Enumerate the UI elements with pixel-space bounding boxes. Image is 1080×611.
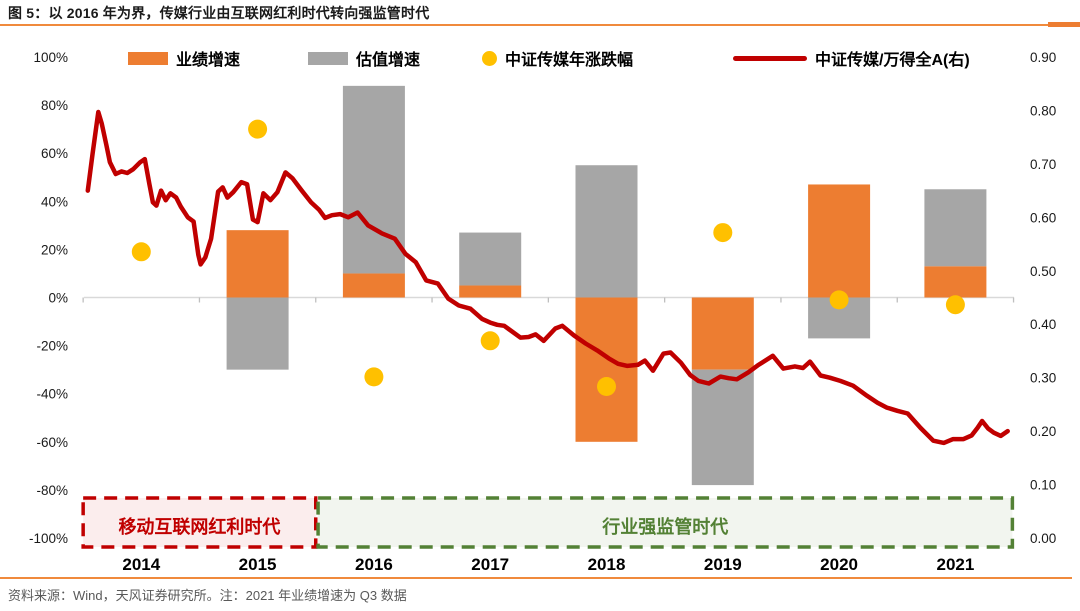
annual-return-dot-2019 bbox=[713, 223, 733, 243]
annual-return-dot-2014 bbox=[131, 242, 151, 262]
figure-title: 图 5：以 2016 年为界，传媒行业由互联网红利时代转向强监管时代 bbox=[8, 5, 430, 21]
profit-bar-2020 bbox=[808, 184, 871, 298]
left-axis-tick-label: 60% bbox=[41, 146, 68, 161]
left-axis-tick-label: 80% bbox=[41, 98, 68, 113]
right-axis-tick-label: 0.70 bbox=[1030, 157, 1056, 172]
footer-divider-line bbox=[0, 577, 1072, 579]
profit-bar-2021 bbox=[924, 266, 987, 298]
valuation-bar-2015 bbox=[226, 297, 289, 370]
x-axis-year-label: 2019 bbox=[704, 555, 742, 574]
chart-plot-area: 100% 80% 60% 40% 20% 0% -20% -40% -60% -80% -100% 0… bbox=[29, 50, 1056, 574]
annual-return-dot-2016 bbox=[364, 367, 384, 387]
valuation-bar-2018 bbox=[575, 165, 638, 298]
valuation-bar-2016 bbox=[342, 85, 405, 274]
left-axis-tick-label: 100% bbox=[33, 50, 68, 65]
right-axis-tick-label: 0.30 bbox=[1030, 371, 1056, 386]
title-divider-line bbox=[0, 24, 1080, 26]
right-axis-tick-label: 0.80 bbox=[1030, 103, 1056, 118]
legend-item-profit-growth: 业绩增速 bbox=[128, 46, 240, 70]
x-axis-year-label: 2015 bbox=[239, 555, 277, 574]
right-axis-tick-label: 0.00 bbox=[1030, 531, 1056, 546]
yellow-dot-swatch-icon bbox=[482, 50, 497, 66]
profit-bar-2019 bbox=[691, 297, 754, 370]
left-axis-tick-label: -80% bbox=[36, 483, 68, 498]
right-axis-tick-label: 0.90 bbox=[1030, 50, 1056, 65]
source-note: 资料来源：Wind，天风证券研究所。注：2021 年业绩增速为 Q3 数据 bbox=[8, 588, 407, 603]
legend-label: 中证传媒年涨跌幅 bbox=[505, 52, 634, 69]
era-box-strong-regulation bbox=[316, 496, 1015, 549]
valuation-bar-2017 bbox=[459, 232, 522, 286]
right-axis-tick-label: 0.60 bbox=[1030, 210, 1056, 225]
left-axis-tick-label: -60% bbox=[36, 435, 68, 450]
profit-bar-2015 bbox=[226, 230, 289, 298]
right-axis-tick-label: 0.50 bbox=[1030, 264, 1056, 279]
media-to-windallA-ratio-line bbox=[85, 109, 1010, 446]
x-axis-year-label: 2021 bbox=[936, 555, 974, 574]
x-axis-year-label: 2016 bbox=[355, 555, 393, 574]
legend-label: 业绩增速 bbox=[176, 52, 241, 69]
annual-return-dot-2021 bbox=[945, 295, 965, 315]
x-axis-year-label: 2018 bbox=[588, 555, 626, 574]
left-axis-tick-label: -40% bbox=[36, 387, 68, 402]
annual-return-dot-2015 bbox=[248, 119, 268, 139]
left-axis-tick-label: 40% bbox=[41, 194, 68, 209]
valuation-bar-2019 bbox=[691, 369, 754, 486]
era-box-strong-regulation-label: 行业强监管时代 bbox=[601, 516, 728, 537]
left-axis-tick-label: 20% bbox=[41, 242, 68, 257]
era-box-mobile-internet-dividend bbox=[81, 496, 318, 549]
legend-item-valuation-growth: 估值增速 bbox=[308, 46, 420, 70]
right-axis-tick-label: 0.40 bbox=[1030, 317, 1056, 332]
legend-label: 估值增速 bbox=[356, 52, 421, 69]
orange-bar-swatch-icon bbox=[128, 51, 168, 65]
left-axis-tick-label: -100% bbox=[29, 531, 68, 546]
legend-label: 中证传媒/万得全A(右) bbox=[815, 52, 970, 69]
left-axis-tick-label: -20% bbox=[36, 339, 68, 354]
chart-legend: 业绩增速 估值增速 中证传媒年涨跌幅 中证传媒/万得全A(右) bbox=[0, 46, 1080, 72]
title-divider-end-tab bbox=[1048, 22, 1080, 27]
legend-item-ratio-line: 中证传媒/万得全A(右) bbox=[733, 46, 970, 70]
profit-bar-2017 bbox=[459, 285, 522, 298]
x-axis-year-label: 2020 bbox=[820, 555, 858, 574]
left-axis-tick-label: 0% bbox=[48, 291, 68, 306]
annual-return-dot-2017 bbox=[480, 331, 500, 351]
valuation-bar-2021 bbox=[924, 189, 987, 267]
profit-bar-2016 bbox=[342, 273, 405, 298]
x-axis-year-label: 2014 bbox=[122, 555, 160, 574]
gray-bar-swatch-icon bbox=[308, 51, 348, 65]
red-line-swatch-icon bbox=[733, 55, 807, 61]
profit-bar-2018 bbox=[575, 297, 638, 442]
era-box-mobile-internet-dividend-label: 移动互联网红利时代 bbox=[118, 516, 280, 537]
annual-return-dot-2020 bbox=[829, 290, 849, 310]
chart-area: 100% 80% 60% 40% 20% 0% -20% -40% -60% -80% -100% 0… bbox=[0, 28, 1080, 578]
legend-item-annual-return: 中证传媒年涨跌幅 bbox=[482, 46, 633, 70]
x-axis-year-label: 2017 bbox=[471, 555, 509, 574]
right-axis-tick-label: 0.10 bbox=[1030, 478, 1056, 493]
right-axis-tick-label: 0.20 bbox=[1030, 424, 1056, 439]
annual-return-dot-2018 bbox=[597, 376, 616, 396]
